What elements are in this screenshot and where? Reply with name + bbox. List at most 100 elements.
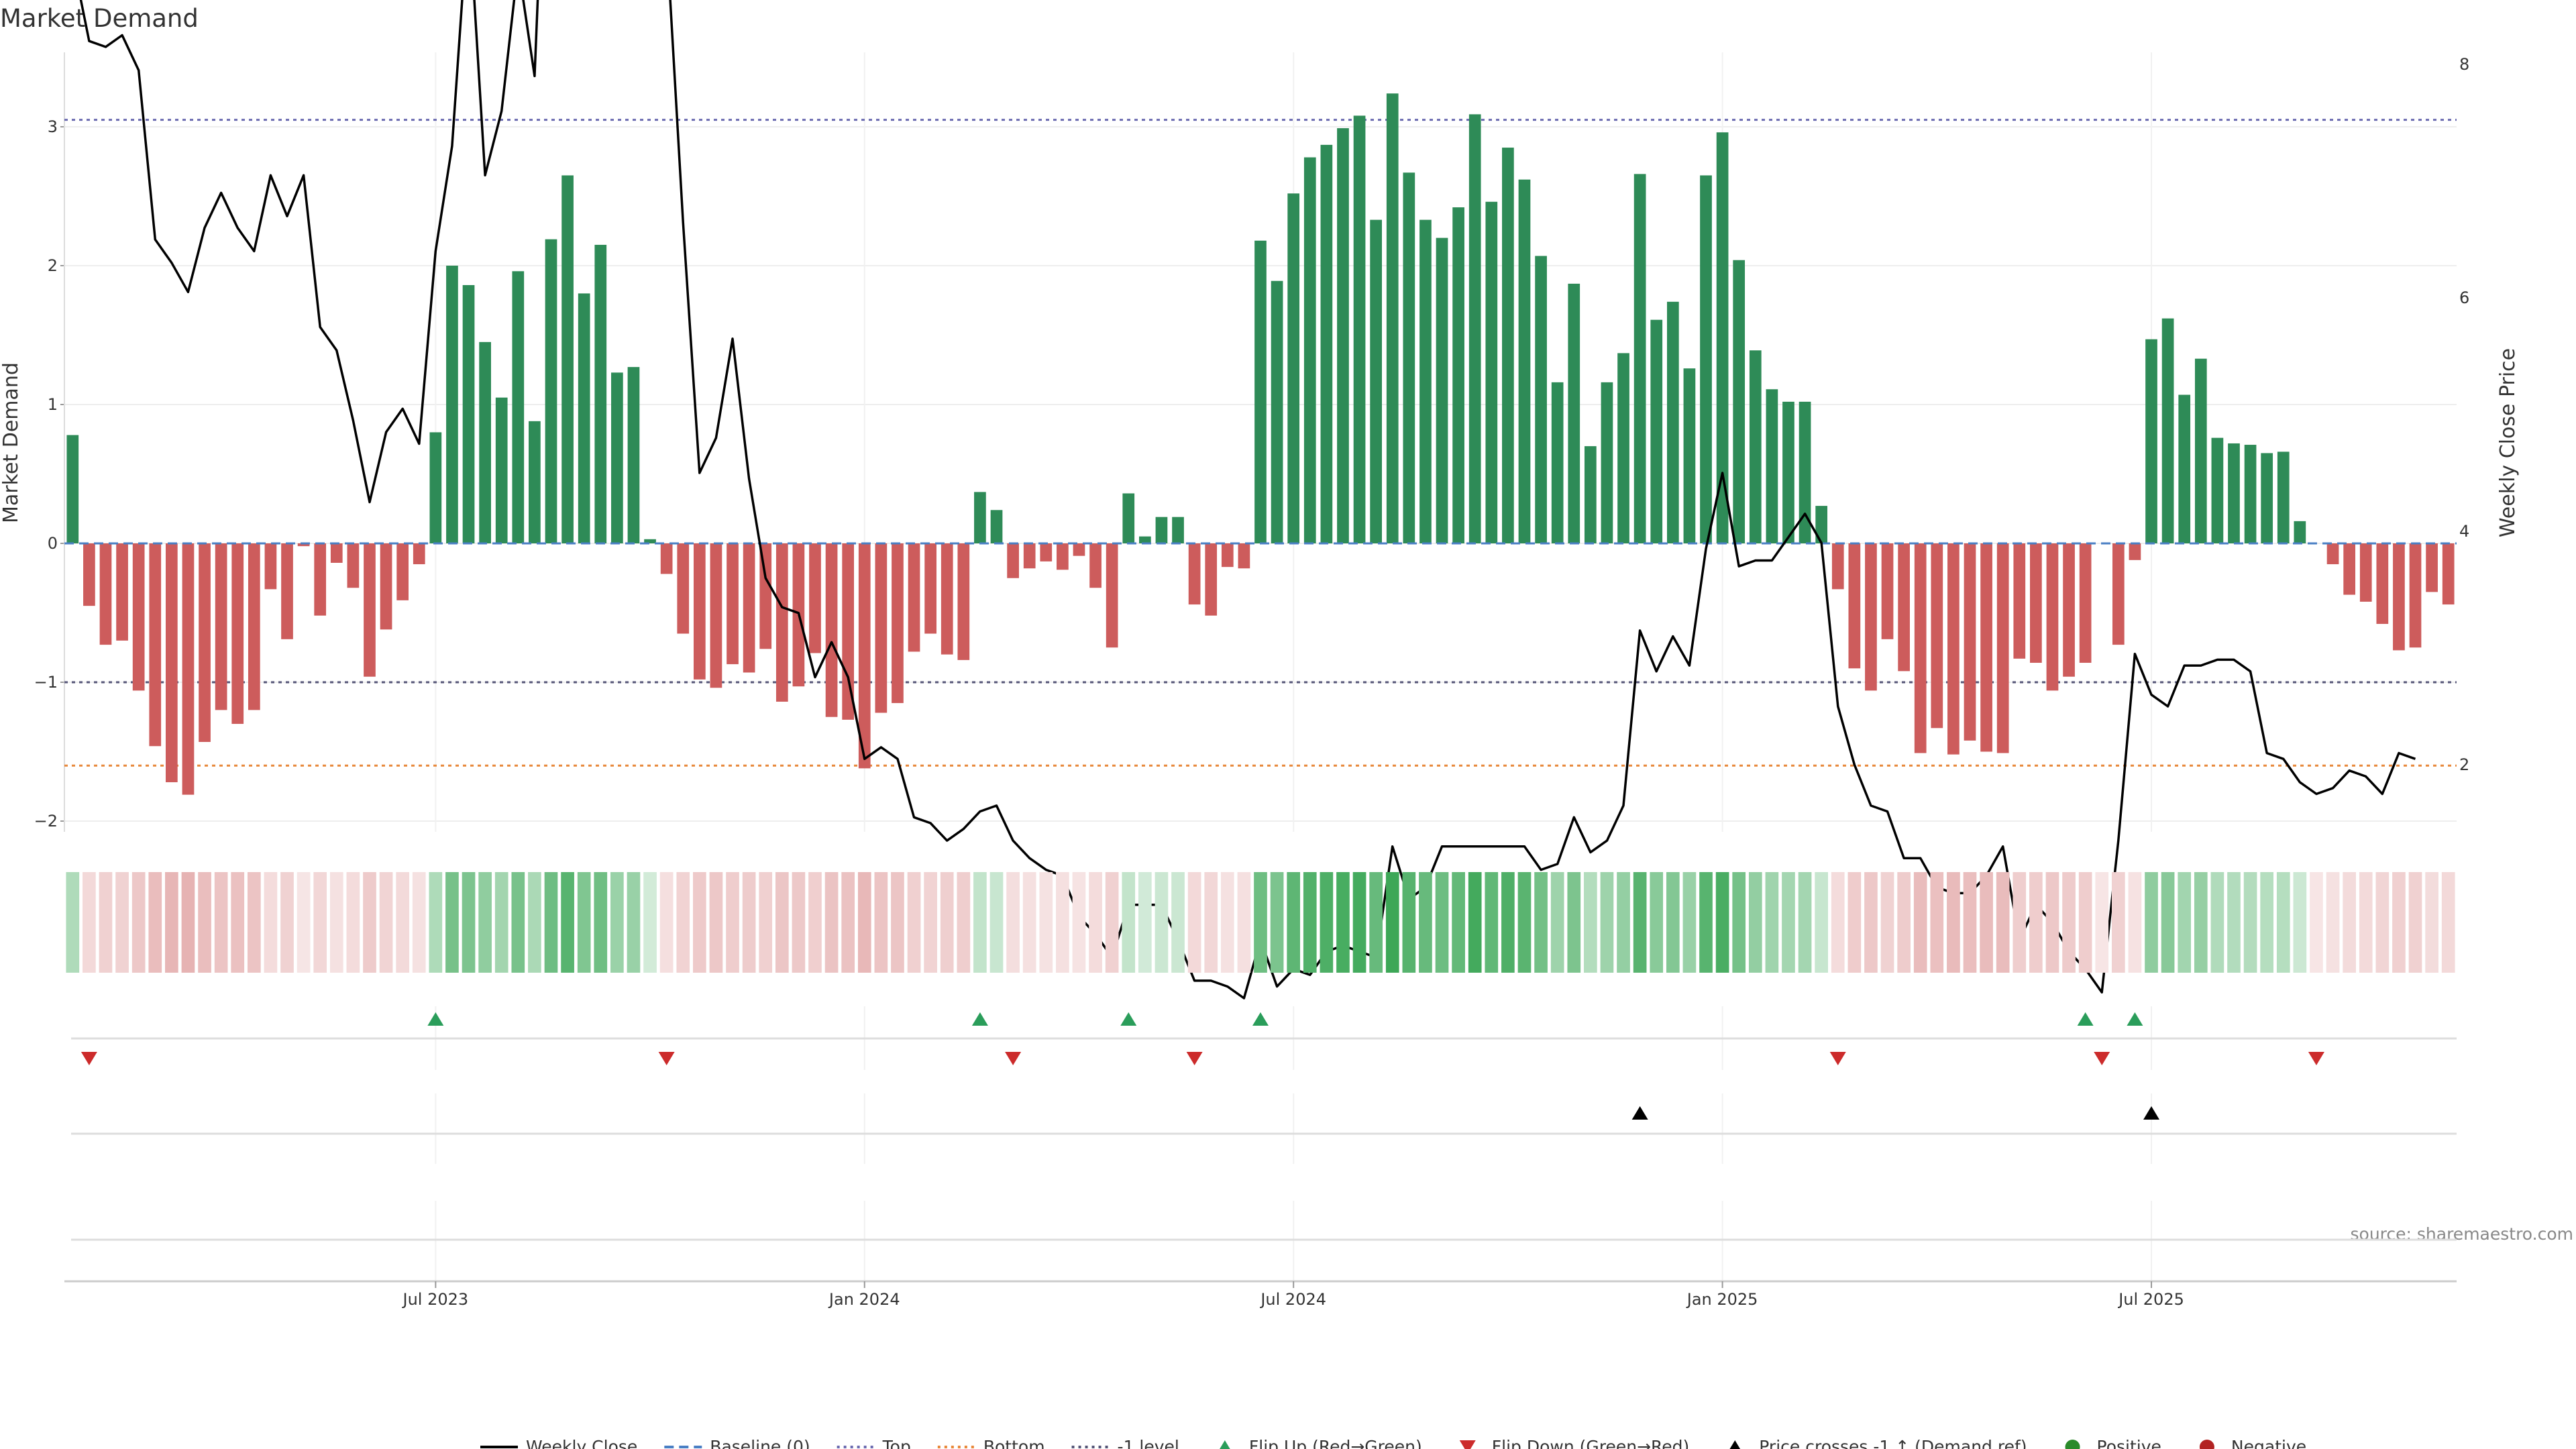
- positive-demand-bar: [627, 367, 640, 543]
- legend-item: Flip Up (Red→Green): [1220, 1437, 1422, 1449]
- demand-strip-cell: [1947, 872, 1960, 973]
- negative-demand-bar: [1914, 543, 1927, 753]
- negative-demand-bar: [1106, 543, 1118, 648]
- y-tick-label: 0: [48, 534, 58, 553]
- flip-down-marker: [2094, 1052, 2110, 1065]
- negative-demand-bar: [2030, 543, 2042, 663]
- demand-strip-cell: [1798, 872, 1812, 973]
- demand-strip-cell: [2194, 872, 2208, 973]
- demand-strip-cell: [1352, 872, 1366, 973]
- positive-demand-bar: [1733, 260, 1746, 543]
- positive-demand-bar: [1502, 148, 1514, 544]
- demand-strip-cell: [792, 872, 806, 973]
- demand-strip-cell: [1385, 872, 1399, 973]
- demand-strip-cell: [115, 872, 129, 973]
- positive-demand-bar: [545, 239, 557, 543]
- demand-strip-cell: [1980, 872, 1993, 973]
- flip-down-marker: [80, 1052, 97, 1065]
- positive-demand-bar: [1419, 219, 1432, 543]
- demand-strip-cell: [610, 872, 624, 973]
- legend-triangle-up-icon: [1729, 1440, 1741, 1449]
- legend-item: Negative: [2199, 1437, 2306, 1449]
- demand-strip-cell: [1600, 872, 1614, 973]
- negative-demand-bar: [149, 543, 162, 747]
- positive-demand-bar: [1666, 301, 1679, 543]
- demand-strip-cell: [1732, 872, 1746, 973]
- demand-strip-cell: [478, 872, 492, 973]
- negative-demand-bar: [775, 543, 788, 702]
- demand-strip-cell: [2012, 872, 2027, 973]
- flip-down-marker: [1005, 1052, 1022, 1065]
- legend-label: Bottom: [983, 1437, 1045, 1449]
- demand-strip-cell: [1996, 872, 2010, 973]
- negative-demand-bar: [957, 543, 970, 660]
- color-strip-panel: [66, 872, 2455, 973]
- positive-demand-bar: [2228, 443, 2240, 543]
- negative-demand-bar: [182, 543, 195, 795]
- positive-demand-bar: [1633, 174, 1646, 543]
- demand-strip-cell: [511, 872, 525, 973]
- negative-demand-bar: [281, 543, 293, 639]
- negative-demand-bar: [693, 543, 706, 680]
- demand-strip-cell: [2425, 872, 2438, 973]
- demand-strip-cell: [247, 872, 261, 973]
- negative-demand-bar: [2376, 543, 2389, 625]
- negative-demand-bar: [941, 543, 953, 655]
- negative-demand-bar: [710, 543, 722, 688]
- demand-strip-cell: [214, 872, 228, 973]
- negative-demand-bar: [743, 543, 755, 673]
- flip-up-marker: [2077, 1012, 2094, 1026]
- legend-label: -1 level: [1118, 1437, 1179, 1449]
- demand-strip-cell: [2078, 872, 2092, 973]
- demand-strip-cell: [775, 872, 789, 973]
- weekly-close-line: [79, 0, 2416, 1000]
- demand-strip-cell: [973, 872, 987, 973]
- x-tick-label: Jul 2023: [402, 1290, 469, 1309]
- flip-marker-panel: [71, 1006, 2457, 1070]
- negative-demand-bar: [132, 543, 145, 691]
- flip-up-marker: [2127, 1012, 2143, 1026]
- legend-circle-icon: [2199, 1440, 2214, 1449]
- demand-strip-cell: [462, 872, 476, 973]
- positive-demand-bar: [1303, 157, 1316, 544]
- demand-strip-cell: [857, 872, 871, 973]
- positive-demand-bar: [1337, 128, 1349, 543]
- price-cross-panel: [71, 1093, 2457, 1285]
- demand-strip-cell: [1930, 872, 1944, 973]
- negative-demand-bar: [809, 543, 821, 653]
- positive-demand-bar: [2194, 358, 2207, 543]
- demand-strip-cell: [891, 872, 904, 973]
- demand-strip-cell: [1254, 872, 1267, 973]
- negative-demand-bar: [875, 543, 888, 713]
- x-tick-label: Jul 2024: [1259, 1290, 1326, 1309]
- negative-demand-bar: [2079, 543, 2092, 663]
- main-panel: −2−101232468101214: [34, 0, 2469, 1000]
- negative-demand-bar: [1023, 543, 1036, 569]
- demand-strip-cell: [198, 872, 211, 973]
- demand-strip-cell: [2095, 872, 2109, 973]
- positive-demand-bar: [990, 510, 1003, 543]
- positive-demand-bar: [594, 244, 607, 543]
- demand-strip-cell: [1485, 872, 1499, 973]
- demand-strip-cell: [2260, 872, 2274, 973]
- demand-strip-cell: [924, 872, 937, 973]
- demand-strip-cell: [1187, 872, 1201, 973]
- positive-demand-bar: [2261, 453, 2273, 543]
- negative-demand-bar: [842, 543, 855, 720]
- demand-strip-cell: [2161, 872, 2175, 973]
- positive-demand-bar: [1386, 93, 1399, 543]
- negative-demand-bar: [1848, 543, 1861, 669]
- positive-demand-bar: [1452, 207, 1464, 543]
- positive-demand-bar: [1485, 201, 1498, 543]
- negative-demand-bar: [825, 543, 838, 717]
- negative-demand-bar: [892, 543, 904, 704]
- legend-circle-icon: [2065, 1440, 2080, 1449]
- demand-strip-cell: [445, 872, 459, 973]
- negative-demand-bar: [677, 543, 690, 634]
- demand-strip-cell: [1155, 872, 1169, 973]
- demand-strip-cell: [561, 872, 574, 973]
- positive-demand-bar: [644, 539, 656, 543]
- positive-demand-bar: [578, 293, 590, 543]
- demand-strip-cell: [363, 872, 376, 973]
- negative-demand-bar: [1980, 543, 1992, 752]
